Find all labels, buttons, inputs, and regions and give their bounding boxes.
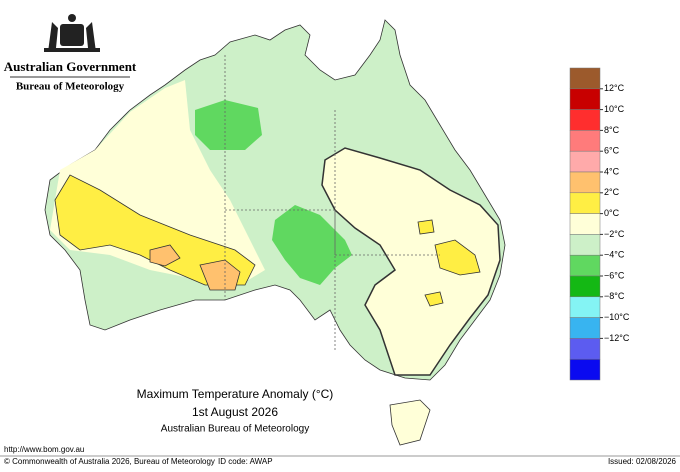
legend-swatch	[569, 296, 601, 318]
legend-label: −12°C	[604, 333, 630, 343]
legend-label: −8°C	[604, 291, 625, 301]
footer-copyright: © Commonwealth of Australia 2026, Bureau…	[4, 457, 215, 466]
footer-url: http://www.bom.gov.au	[4, 445, 84, 454]
legend-label: 10°C	[604, 104, 625, 114]
legend-swatch	[569, 109, 601, 131]
legend-label: 4°C	[604, 166, 620, 176]
legend-label: 12°C	[604, 83, 625, 93]
legend-label: −2°C	[604, 229, 625, 239]
legend-swatch	[569, 338, 601, 360]
agency: Australian Government	[4, 59, 137, 74]
legend-label: −4°C	[604, 250, 625, 260]
bureau: Bureau of Meteorology	[16, 81, 125, 93]
map-source: Australian Bureau of Meteorology	[161, 424, 309, 435]
map-date: 1st August 2026	[192, 405, 278, 419]
footer-issued: Issued: 02/08/2026	[608, 457, 677, 466]
australia-map	[44, 19, 506, 446]
legend-label: 2°C	[604, 187, 620, 197]
legend-swatch	[569, 254, 601, 277]
west-yellow	[54, 174, 256, 286]
coat-of-arms	[44, 14, 100, 52]
tasmania	[389, 399, 431, 446]
map-title: Maximum Temperature Anomaly (°C)	[137, 387, 334, 401]
legend: 12°C 10°C 8°C 6°C 4°C 2°C 0°C −2°C −4°C −6°C −8°C −…	[569, 67, 630, 381]
legend-label: 6°C	[604, 146, 620, 156]
legend-swatch	[569, 317, 601, 339]
footer-id: ID code: AWAP	[218, 457, 273, 466]
east-warm	[321, 147, 501, 376]
legend-label: −10°C	[604, 312, 630, 322]
legend-swatch	[569, 192, 601, 214]
legend-label: 0°C	[604, 208, 620, 218]
legend-swatch	[569, 171, 601, 194]
legend-swatch	[569, 130, 601, 152]
legend-swatch	[569, 234, 601, 256]
central-green	[195, 100, 352, 285]
west-orange	[149, 244, 241, 291]
legend-swatch	[569, 88, 601, 110]
legend-label: −6°C	[604, 270, 625, 280]
legend-swatch	[569, 213, 601, 235]
legend-swatch	[569, 67, 601, 90]
legend-swatch	[569, 358, 601, 381]
legend-swatch	[569, 150, 601, 173]
borders	[224, 55, 440, 350]
east-yellow	[417, 219, 481, 307]
legend-label: 8°C	[604, 125, 620, 135]
legend-swatch	[569, 275, 601, 298]
